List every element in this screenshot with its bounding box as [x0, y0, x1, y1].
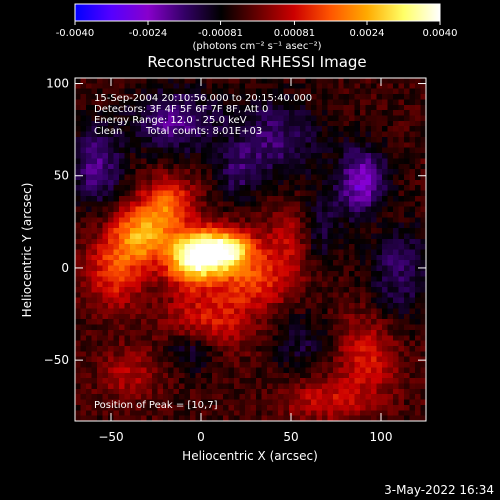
footer-timestamp: 3-May-2022 16:34 — [384, 483, 494, 497]
colorbar-tick-label: 0.0024 — [350, 28, 385, 39]
x-axis: −50 0 50 100 — [98, 78, 392, 444]
y-tick-label: 0 — [61, 261, 69, 275]
heatmap — [75, 78, 426, 421]
x-tick-label: −50 — [98, 430, 123, 444]
info-line-time: 15-Sep-2004 20:10:56.000 to 20:15:40.000 — [94, 93, 312, 104]
peak-position-label: Position of Peak = [10,7] — [94, 400, 218, 411]
plot-frame — [74, 77, 427, 422]
colorbar-tick-label: -0.0024 — [129, 28, 168, 39]
x-axis-label: Heliocentric X (arcsec) — [182, 449, 318, 463]
y-tick-label: 100 — [46, 77, 69, 91]
info-total-counts: Total counts: 8.01E+03 — [145, 126, 262, 137]
info-line-energy: Energy Range: 12.0 - 25.0 keV — [94, 115, 247, 126]
x-tick-label: 50 — [283, 430, 298, 444]
chart-title: Reconstructed RHESSI Image — [147, 53, 366, 71]
y-tick-label: −50 — [44, 353, 69, 367]
y-tick-label: 50 — [54, 169, 69, 183]
heatmap-image — [75, 78, 426, 421]
colorbar-tick-label: -0.0040 — [56, 28, 95, 39]
colorbar-units: (photons cm⁻² s⁻¹ asec⁻²) — [192, 41, 321, 52]
colorbar-tick-label: 0.00081 — [274, 28, 315, 39]
y-axis-label: Heliocentric Y (arcsec) — [20, 183, 34, 318]
colorbar: -0.0040 -0.0024 -0.00081 0.00081 0.0024 0.004… — [56, 3, 458, 52]
y-axis: −50 0 50 100 — [44, 77, 426, 367]
colorbar-ticks: -0.0040 -0.0024 -0.00081 0.00081 0.0024 0.004… — [56, 21, 458, 39]
info-method: Clean — [94, 126, 122, 137]
colorbar-tick-label: 0.0040 — [423, 28, 458, 39]
colorbar-gradient — [74, 3, 441, 22]
x-tick-label: 100 — [370, 430, 393, 444]
colorbar-tick-label: -0.00081 — [198, 28, 243, 39]
info-block: 15-Sep-2004 20:10:56.000 to 20:15:40.000… — [94, 93, 312, 137]
info-line-detectors: Detectors: 3F 4F 5F 6F 7F 8F, Att 0 — [94, 104, 268, 115]
x-tick-label: 0 — [197, 430, 205, 444]
